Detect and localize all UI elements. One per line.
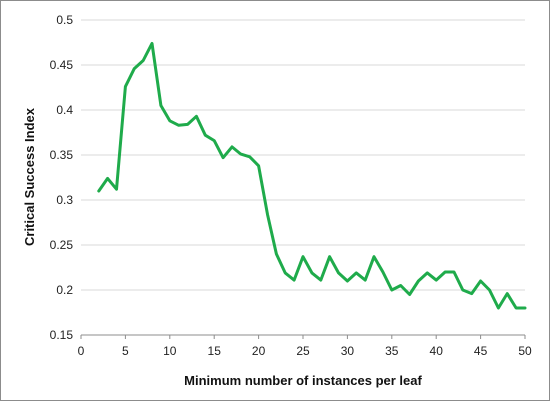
x-tick-label: 0 <box>78 344 85 358</box>
x-tick-label: 5 <box>122 344 129 358</box>
x-tick-label: 30 <box>341 344 355 358</box>
y-tick-label: 0.5 <box>56 13 73 27</box>
x-tick-label: 10 <box>163 344 177 358</box>
x-tick-label: 45 <box>474 344 488 358</box>
x-tick-label: 35 <box>385 344 399 358</box>
y-tick-label: 0.4 <box>56 103 73 117</box>
axes <box>80 334 526 339</box>
x-axis-title: Minimum number of instances per leaf <box>184 373 422 388</box>
y-tick-label: 0.2 <box>56 283 73 297</box>
series-group <box>97 41 527 310</box>
series-line <box>97 41 527 310</box>
y-tick-labels: 0.15 0.2 0.25 0.3 0.35 0.4 0.45 0.5 <box>50 13 74 342</box>
x-tick-label: 50 <box>518 344 532 358</box>
x-tick-label: 25 <box>296 344 310 358</box>
x-tick-labels: 0 5 10 15 20 25 30 35 40 45 50 <box>78 344 532 358</box>
y-tick-label: 0.3 <box>56 193 73 207</box>
y-tick-label: 0.25 <box>50 238 74 252</box>
y-tick-label: 0.45 <box>50 58 74 72</box>
y-tick-label: 0.15 <box>50 328 74 342</box>
y-tick-label: 0.35 <box>50 148 74 162</box>
x-tick-label: 20 <box>252 344 266 358</box>
y-axis-title: Critical Success Index <box>22 107 37 246</box>
x-tick-label: 40 <box>430 344 444 358</box>
x-tick-label: 15 <box>208 344 222 358</box>
gridlines <box>81 19 525 291</box>
